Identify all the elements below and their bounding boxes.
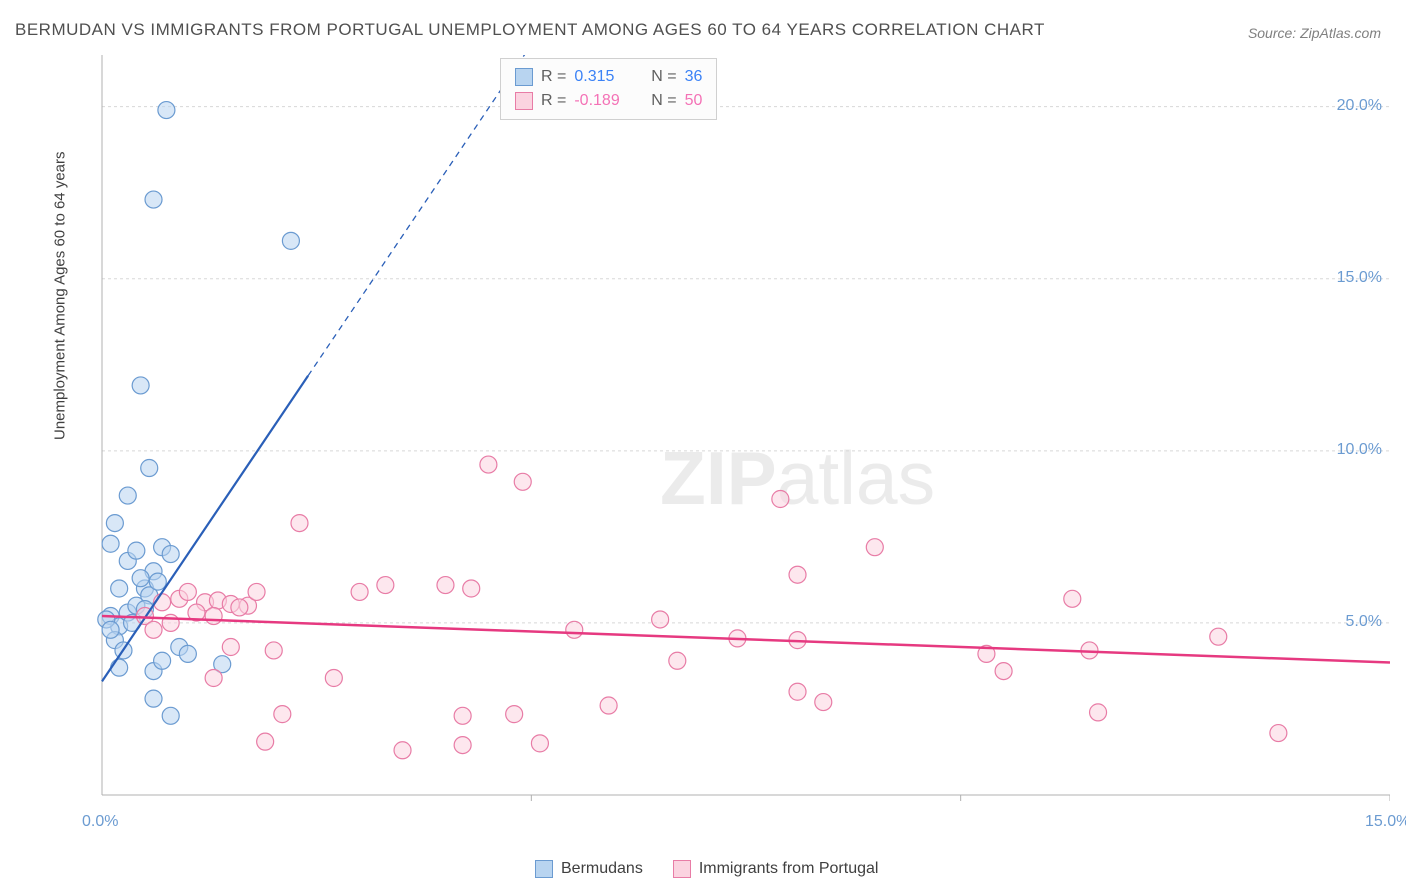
y-tick-label: 10.0% <box>1337 441 1382 459</box>
stats-box: R = 0.315 N = 36R = -0.189 N = 50 <box>500 58 717 120</box>
stats-r-label: R = <box>541 65 566 89</box>
stats-swatch-icon <box>515 92 533 110</box>
legend-label: Bermudans <box>561 860 643 877</box>
y-tick-label: 15.0% <box>1337 269 1382 287</box>
stats-n-value: 50 <box>685 89 703 113</box>
stats-r-value: 0.315 <box>574 65 634 89</box>
stats-n-label: N = <box>642 65 676 89</box>
legend-item: Bermudans <box>535 860 643 878</box>
x-tick-label: 15.0% <box>1365 813 1406 831</box>
stats-row: R = -0.189 N = 50 <box>515 89 702 113</box>
stats-r-label: R = <box>541 89 566 113</box>
legend-swatch-icon <box>673 860 691 878</box>
chart-title: BERMUDAN VS IMMIGRANTS FROM PORTUGAL UNE… <box>15 20 1045 40</box>
stats-n-label: N = <box>642 89 676 113</box>
legend-label: Immigrants from Portugal <box>699 860 879 877</box>
bottom-legend: Bermudans Immigrants from Portugal <box>535 860 878 878</box>
y-tick-label: 20.0% <box>1337 97 1382 115</box>
chart-area: Unemployment Among Ages 60 to 64 years Z… <box>50 55 1390 825</box>
source-attribution: Source: ZipAtlas.com <box>1248 25 1381 41</box>
legend-swatch-icon <box>535 860 553 878</box>
legend-item: Immigrants from Portugal <box>673 860 879 878</box>
stats-swatch-icon <box>515 68 533 86</box>
y-tick-label: 5.0% <box>1346 613 1382 631</box>
x-tick-label: 0.0% <box>82 813 118 831</box>
stats-row: R = 0.315 N = 36 <box>515 65 702 89</box>
stats-n-value: 36 <box>685 65 703 89</box>
chart-svg <box>50 55 1390 825</box>
stats-r-value: -0.189 <box>574 89 634 113</box>
